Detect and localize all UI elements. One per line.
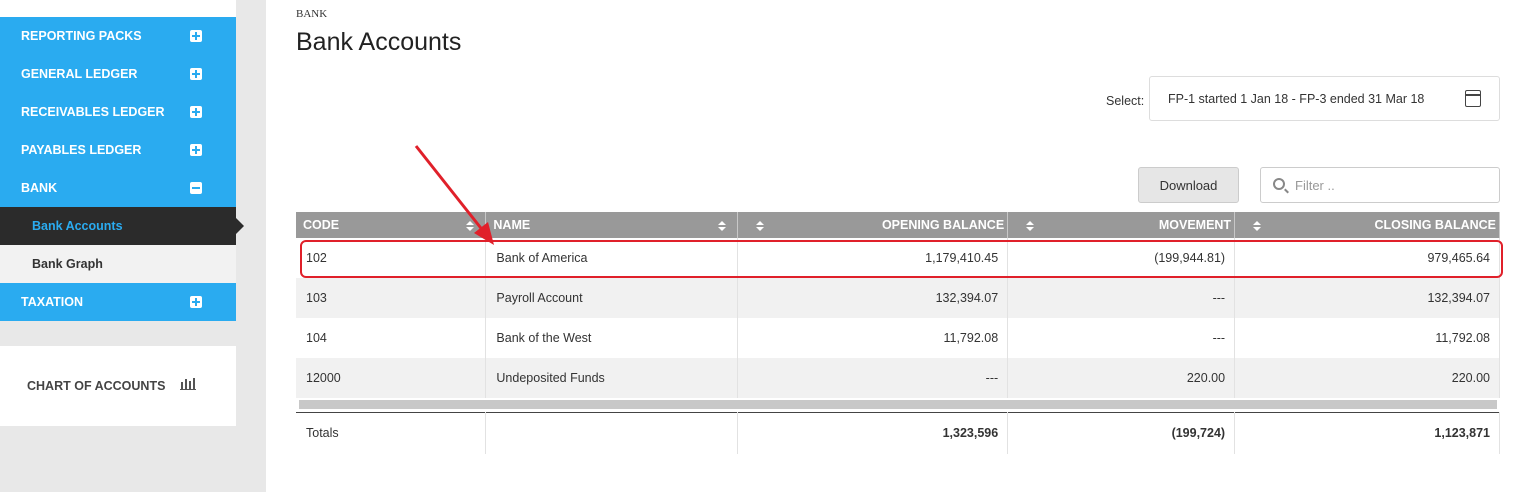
breadcrumb: BANK — [296, 8, 328, 20]
sidebar-item-label: REPORTING PACKS — [21, 29, 142, 43]
page-title: Bank Accounts — [296, 28, 462, 56]
sidebar-item-receivables-ledger[interactable]: RECEIVABLES LEDGER — [0, 93, 236, 131]
sidebar-item-payables-ledger[interactable]: PAYABLES LEDGER — [0, 131, 236, 169]
cell-closing-balance: 220.00 — [1234, 358, 1500, 398]
cell-opening-balance: 132,394.07 — [737, 278, 1009, 318]
cell-movement: --- — [1007, 318, 1236, 358]
cell-movement: --- — [1007, 278, 1236, 318]
sidebar-item-label: BANK — [21, 181, 58, 195]
sort-icon[interactable] — [756, 221, 765, 231]
column-header-closing-balance[interactable]: CLOSING BALANCE — [1234, 212, 1500, 238]
expand-plus-icon[interactable] — [190, 30, 202, 42]
column-header-code[interactable]: CODE — [296, 212, 487, 238]
period-select-label: Select: — [1106, 94, 1145, 108]
table-row[interactable]: 103 Payroll Account 132,394.07 --- 132,3… — [296, 278, 1500, 318]
sidebar-item-label: GENERAL LEDGER — [21, 67, 138, 81]
totals-closing-balance: 1,123,871 — [1234, 411, 1500, 454]
sidebar-item-reporting-packs[interactable]: REPORTING PACKS — [0, 17, 236, 55]
cell-name: Bank of the West — [485, 318, 739, 358]
expand-plus-icon[interactable] — [190, 106, 202, 118]
sidebar-subitem-label: Bank Graph — [32, 257, 103, 271]
filter-input[interactable]: Filter .. — [1260, 167, 1500, 203]
cell-movement: (199,944.81) — [1007, 238, 1236, 278]
sidebar-item-label: RECEIVABLES LEDGER — [21, 105, 165, 119]
chart-of-accounts-label: CHART OF ACCOUNTS — [27, 379, 166, 393]
collapse-minus-icon[interactable] — [190, 182, 202, 194]
sidebar-item-taxation[interactable]: TAXATION — [0, 283, 236, 321]
table-row[interactable]: 104 Bank of the West 11,792.08 --- 11,79… — [296, 318, 1500, 358]
period-selector[interactable]: FP-1 started 1 Jan 18 - FP-3 ended 31 Ma… — [1149, 76, 1500, 121]
sort-icon[interactable] — [1026, 221, 1035, 231]
sidebar-item-label: TAXATION — [21, 295, 84, 309]
sidebar-subitem-label: Bank Accounts — [32, 219, 123, 233]
column-header-movement[interactable]: MOVEMENT — [1007, 212, 1236, 238]
download-button[interactable]: Download — [1138, 167, 1239, 203]
bank-accounts-table: CODE NAME OPENING BALANCE MOVEMENT CLOSI… — [296, 212, 1500, 454]
totals-opening-balance: 1,323,596 — [737, 411, 1009, 454]
horizontal-scrollbar[interactable] — [299, 400, 1497, 410]
period-value: FP-1 started 1 Jan 18 - FP-3 ended 31 Ma… — [1168, 91, 1425, 106]
cell-name: Bank of America — [485, 238, 739, 278]
cell-movement: 220.00 — [1007, 358, 1236, 398]
expand-plus-icon[interactable] — [190, 68, 202, 80]
cell-code: 12000 — [296, 358, 487, 398]
expand-plus-icon[interactable] — [190, 296, 202, 308]
horizontal-scrollbar-row — [296, 398, 1500, 412]
totals-empty-cell — [485, 411, 739, 454]
sidebar-top-spacer — [0, 0, 236, 17]
calendar-icon[interactable] — [1465, 90, 1481, 107]
sidebar-subitem-bank-accounts[interactable]: Bank Accounts — [0, 207, 244, 245]
filter-placeholder: Filter .. — [1295, 177, 1335, 193]
expand-plus-icon[interactable] — [190, 144, 202, 156]
sidebar-item-bank[interactable]: BANK — [0, 169, 236, 207]
cell-code: 103 — [296, 278, 487, 318]
totals-movement: (199,724) — [1007, 411, 1236, 454]
cell-code: 102 — [296, 238, 487, 278]
totals-label: Totals — [296, 411, 487, 454]
table-header-row: CODE NAME OPENING BALANCE MOVEMENT CLOSI… — [296, 212, 1500, 238]
cell-opening-balance: --- — [737, 358, 1009, 398]
cell-name: Undeposited Funds — [485, 358, 739, 398]
cell-code: 104 — [296, 318, 487, 358]
sort-icon[interactable] — [718, 221, 727, 231]
column-header-opening-balance[interactable]: OPENING BALANCE — [737, 212, 1009, 238]
cell-opening-balance: 1,179,410.45 — [737, 238, 1009, 278]
table-row[interactable]: 102 Bank of America 1,179,410.45 (199,94… — [296, 238, 1500, 278]
cell-closing-balance: 11,792.08 — [1234, 318, 1500, 358]
column-header-name[interactable]: NAME — [485, 212, 739, 238]
table-row[interactable]: 12000 Undeposited Funds --- 220.00 220.0… — [296, 358, 1500, 398]
sort-icon[interactable] — [466, 221, 475, 231]
cell-closing-balance: 979,465.64 — [1234, 238, 1500, 278]
cell-name: Payroll Account — [485, 278, 739, 318]
sidebar-gap — [0, 321, 236, 346]
sidebar: REPORTING PACKS GENERAL LEDGER RECEIVABL… — [0, 0, 244, 426]
sidebar-item-general-ledger[interactable]: GENERAL LEDGER — [0, 55, 236, 93]
search-icon — [1273, 178, 1285, 190]
cell-closing-balance: 132,394.07 — [1234, 278, 1500, 318]
sidebar-subitem-bank-graph[interactable]: Bank Graph — [0, 245, 236, 283]
cell-opening-balance: 11,792.08 — [737, 318, 1009, 358]
sidebar-item-label: PAYABLES LEDGER — [21, 143, 142, 157]
chart-of-accounts-link[interactable]: CHART OF ACCOUNTS — [0, 346, 236, 426]
sort-icon[interactable] — [1253, 221, 1262, 231]
bar-chart-icon — [180, 377, 196, 393]
totals-row: Totals 1,323,596 (199,724) 1,123,871 — [296, 411, 1500, 454]
